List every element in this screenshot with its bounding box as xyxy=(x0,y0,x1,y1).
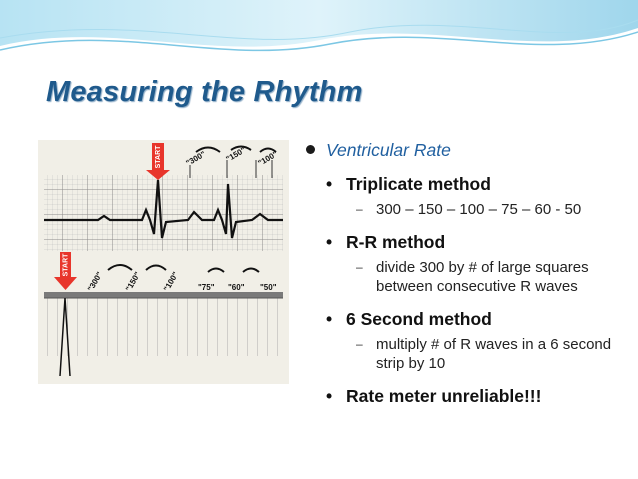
bullet-dot-icon: • xyxy=(326,232,333,252)
bullet-dot-icon: • xyxy=(326,386,333,406)
method-detail-text: divide 300 by # of large squares between… xyxy=(376,259,589,295)
ecg-rate-figure: START "300" "150" "100" START "300" "150… xyxy=(38,140,289,384)
method-name: 6 Second method xyxy=(346,309,492,329)
top-start-marker xyxy=(152,143,164,171)
method-detail: – multiply # of R waves in a 6 second st… xyxy=(334,335,626,373)
bottom-tick-label-50: "50" xyxy=(260,283,277,292)
bottom-start-marker xyxy=(60,252,71,278)
dash-icon: – xyxy=(356,202,363,216)
slide-title: Measuring the Rhythm xyxy=(46,76,363,108)
bullet-ventricular-rate: Ventricular Rate xyxy=(306,140,626,161)
bullet-dot-icon: • xyxy=(326,309,333,329)
ventricular-rate-text: Ventricular Rate xyxy=(326,140,451,160)
method-detail-text: 300 – 150 – 100 – 75 – 60 - 50 xyxy=(376,201,582,218)
method-six-second: • 6 Second method xyxy=(320,309,626,330)
method-rr: • R-R method xyxy=(320,232,626,253)
top-start-label: START xyxy=(155,145,162,169)
method-detail: – 300 – 150 – 100 – 75 – 60 - 50 xyxy=(334,200,626,219)
bullet-dot-icon: • xyxy=(326,174,333,194)
methods-list: • Triplicate method – 300 – 150 – 100 – … xyxy=(320,174,626,407)
method-triplicate: • Triplicate method xyxy=(320,174,626,195)
bottom-tick-label-60: "60" xyxy=(228,283,245,292)
method-rate-meter: • Rate meter unreliable!!! xyxy=(320,386,626,407)
bottom-start-label: START xyxy=(62,253,69,277)
bullet-content: Ventricular Rate • Triplicate method – 3… xyxy=(306,140,626,407)
header-wave-decoration xyxy=(0,0,638,52)
method-name: Rate meter unreliable!!! xyxy=(346,386,542,406)
bottom-tick-label-75: "75" xyxy=(198,283,215,292)
dash-icon: – xyxy=(356,260,363,274)
dash-icon: – xyxy=(356,337,363,351)
method-detail: – divide 300 by # of large squares betwe… xyxy=(334,258,626,296)
bullet-dot-icon xyxy=(306,145,315,154)
method-detail-text: multiply # of R waves in a 6 second stri… xyxy=(376,336,612,372)
method-name: Triplicate method xyxy=(346,174,491,194)
method-name: R-R method xyxy=(346,232,446,252)
